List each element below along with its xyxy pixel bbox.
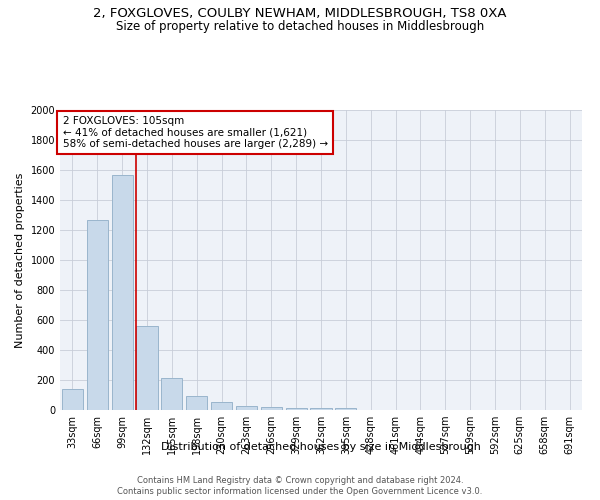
Bar bbox=[261, 407, 282, 410]
Text: Contains public sector information licensed under the Open Government Licence v3: Contains public sector information licen… bbox=[118, 488, 482, 496]
Bar bbox=[62, 389, 83, 410]
Bar bbox=[286, 408, 307, 410]
Text: Contains HM Land Registry data © Crown copyright and database right 2024.: Contains HM Land Registry data © Crown c… bbox=[137, 476, 463, 485]
Text: Size of property relative to detached houses in Middlesbrough: Size of property relative to detached ho… bbox=[116, 20, 484, 33]
Bar bbox=[236, 406, 257, 410]
Y-axis label: Number of detached properties: Number of detached properties bbox=[15, 172, 25, 348]
Text: 2, FOXGLOVES, COULBY NEWHAM, MIDDLESBROUGH, TS8 0XA: 2, FOXGLOVES, COULBY NEWHAM, MIDDLESBROU… bbox=[93, 8, 507, 20]
Bar bbox=[186, 396, 207, 410]
Text: Distribution of detached houses by size in Middlesbrough: Distribution of detached houses by size … bbox=[161, 442, 481, 452]
Bar bbox=[335, 408, 356, 410]
Bar bbox=[310, 408, 332, 410]
Text: 2 FOXGLOVES: 105sqm
← 41% of detached houses are smaller (1,621)
58% of semi-det: 2 FOXGLOVES: 105sqm ← 41% of detached ho… bbox=[62, 116, 328, 149]
Bar bbox=[87, 220, 108, 410]
Bar bbox=[161, 378, 182, 410]
Bar bbox=[211, 402, 232, 410]
Bar bbox=[136, 326, 158, 410]
Bar bbox=[112, 174, 133, 410]
